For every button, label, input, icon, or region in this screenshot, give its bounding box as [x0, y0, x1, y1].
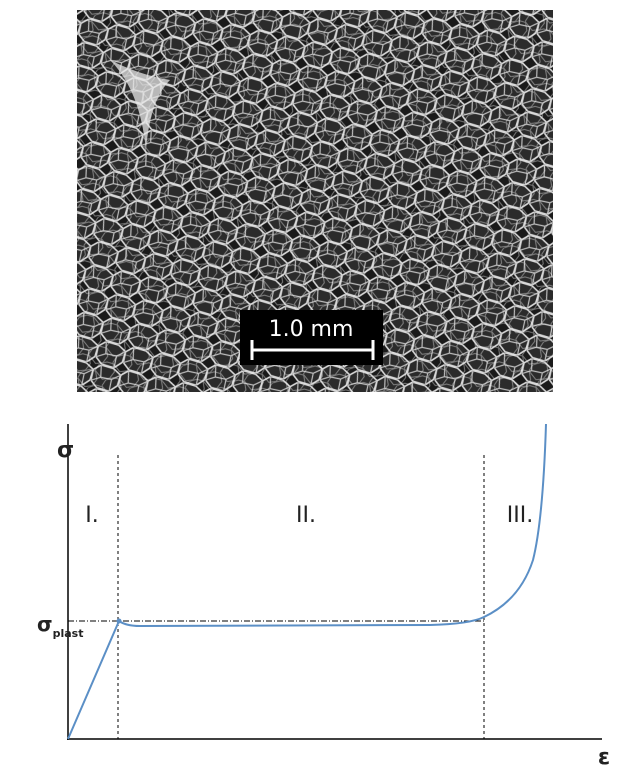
stress-strain-curve [67, 423, 547, 740]
region-label: II. [296, 503, 316, 528]
yield-point [116, 618, 122, 624]
plateau-subscript: plast [53, 627, 84, 640]
plateau-label: σplast [37, 612, 83, 640]
sem-image: 1.0 mm [77, 10, 553, 392]
scale-bar-box [240, 310, 383, 365]
scale-bar [250, 340, 375, 360]
crease [110, 60, 170, 150]
scale-bar-label: 1.0 mm [269, 317, 354, 342]
region-label: III. [507, 503, 533, 528]
y-axis-label: σ [57, 438, 74, 463]
plateau-symbol: σ [37, 612, 53, 636]
region-label: I. [85, 503, 98, 528]
stress-strain-diagram: σ σplast I. II. III. ε [37, 423, 610, 769]
x-axis-label: ε [598, 745, 610, 769]
